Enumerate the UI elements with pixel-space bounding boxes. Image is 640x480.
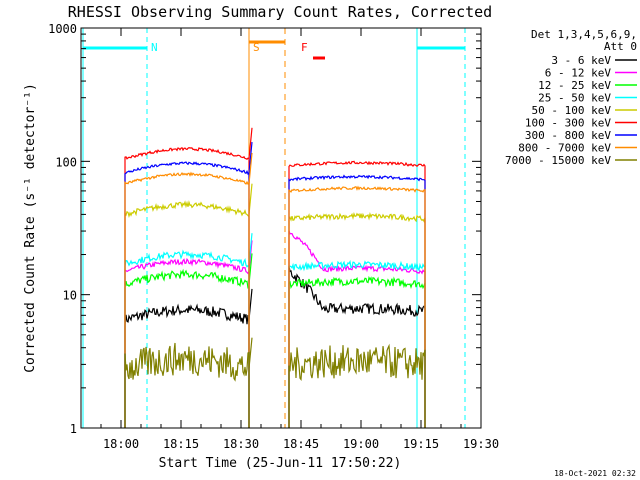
series-segment [124,303,250,428]
series-segment [124,342,250,428]
legend-label: 6 - 12 keV [545,67,612,80]
timestamp-label: 18-Oct-2021 02:32 [554,469,636,478]
x-tick-label: 18:45 [283,437,319,451]
series-segment [288,343,426,428]
legend-label: 12 - 25 keV [538,79,611,92]
series-800-7000-kev [124,152,426,428]
series-300-800-kev [124,142,426,428]
annotation-s: S [253,41,260,54]
annotation-n: N [151,41,158,54]
series-segment [288,275,426,428]
series-segment [288,174,426,428]
series-segment [124,200,250,428]
y-tick-label: 1000 [48,22,77,36]
x-tick-label: 19:30 [463,437,499,451]
legend-label: 50 - 100 keV [532,104,612,117]
series-segment [124,161,250,428]
y-tick-label: 1 [70,422,77,436]
y-tick-label: 100 [55,155,77,169]
series-segment [124,171,250,428]
series-segment [288,230,426,428]
x-tick-label: 19:15 [403,437,439,451]
series-segment [288,160,426,428]
series-segment [124,257,250,428]
series-segment [288,259,426,428]
series-spike [248,127,253,159]
series-segment [288,212,426,428]
legend-label: 100 - 300 keV [525,117,611,130]
series-segment [288,266,426,428]
annotation-f: F [301,41,308,54]
series-7000-15000-kev [124,337,426,428]
legend-label: 800 - 7000 keV [518,142,611,155]
series-spike [248,152,253,184]
y-axis-label: Corrected Count Rate (s⁻¹ detector⁻¹) [23,83,38,373]
x-axis-label: Start Time (25-Jun-11 17:50:22) [159,456,402,471]
series-segment [124,268,250,428]
legend-label: 300 - 800 keV [525,129,611,142]
legend-label: 3 - 6 keV [551,54,611,67]
series-100-300-kev [124,127,426,428]
x-tick-label: 19:00 [343,437,379,451]
series-spike [248,337,253,369]
x-tick-label: 18:15 [163,437,199,451]
x-tick-label: 18:00 [103,437,139,451]
series-segment [288,185,426,428]
series-spike [248,142,253,173]
x-tick-label: 18:30 [223,437,259,451]
series-segment [124,147,250,428]
legend-label: 25 - 50 keV [538,92,611,105]
y-tick-label: 10 [63,289,77,303]
legend-header: Det 1,3,4,5,6,9, [531,28,637,41]
series-segment [124,249,250,428]
legend-header: Att 0 [604,40,637,53]
legend-label: 7000 - 15000 keV [505,154,611,167]
chart-title: RHESSI Observing Summary Count Rates, Co… [68,3,492,21]
